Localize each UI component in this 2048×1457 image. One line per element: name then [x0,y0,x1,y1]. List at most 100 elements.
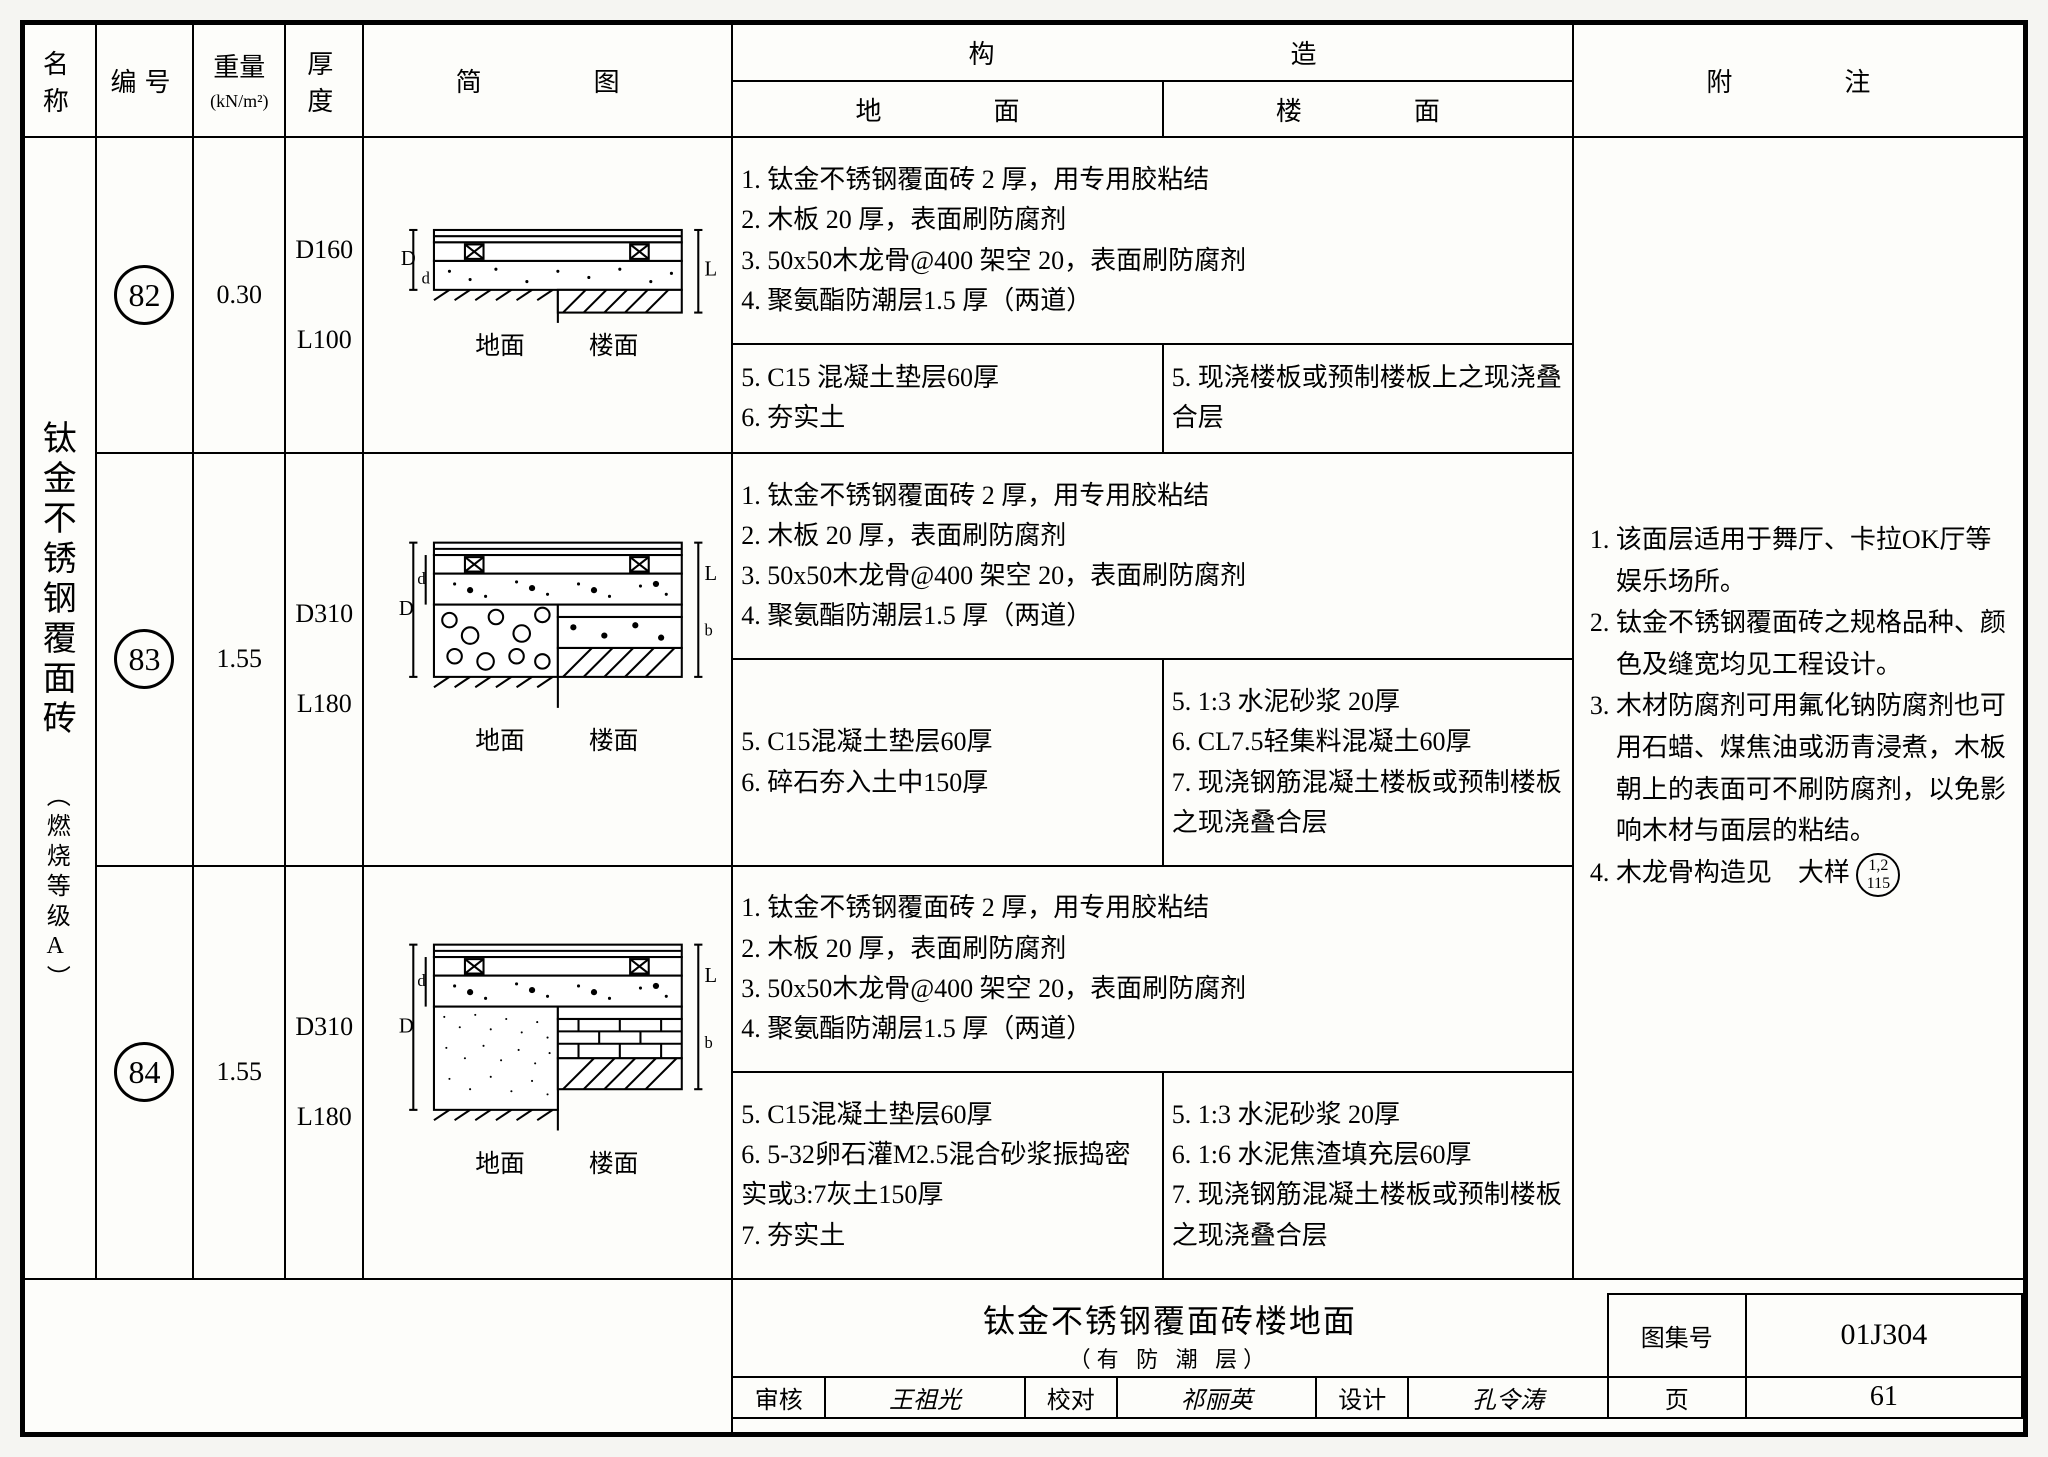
title-block-row: 钛金不锈钢覆面砖楼地面 （有 防 潮 层） 图集号 01J304 审核 王祖光 … [24,1279,2024,1433]
svg-text:d: d [418,569,427,588]
note-ref-bot: 115 [1867,875,1890,892]
hdr-construction: 构 造 [732,24,1573,81]
main-table: 名称 编号 重量 (kN/m²) 厚度 简 图 构 造 附 注 地 面 楼 面 … [23,23,2025,1434]
r84f1: 5. 1:3 水泥砂浆 20厚 [1172,1095,1564,1135]
r84g1: 5. C15混凝土垫层60厚 [741,1095,1154,1135]
r82c3: 3. 50x50木龙骨@400 架空 20，表面刷防腐剂 [741,241,1564,281]
header-row-1: 名称 编号 重量 (kN/m²) 厚度 简 图 构 造 附 注 [24,24,2024,81]
note-2: 钛金不锈钢覆面砖之规格品种、颜色及缝宽均见工程设计。 [1616,602,2015,685]
r83g2: 6. 碎石夯入土中150厚 [741,763,1154,803]
hdr-ground: 地 面 [732,81,1163,138]
lbl-tujihao: 图集号 [1608,1294,1746,1377]
svg-text:b: b [705,1033,713,1052]
row-83-common: 1. 钛金不锈钢覆面砖 2 厚，用专用胶粘结 2. 木板 20 厚，表面刷防腐剂… [732,453,1573,659]
hdr-diagram: 简 图 [363,24,732,137]
hdr-weight-label: 重量 [213,53,265,82]
hdr-name: 名称 [24,24,96,137]
row-83-thk-l: L180 [294,689,354,719]
row-83-thk: D310 L180 [285,453,363,866]
row-83-diagram: D d L b 地面 楼面 [363,453,732,866]
r82c4: 4. 聚氨酯防潮层1.5 厚（两道） [741,281,1564,321]
diagram-82-svg: D d L 地面 楼面 [372,199,723,385]
val-jiaoduei: 祁丽英 [1117,1377,1316,1418]
r83c3: 3. 50x50木龙骨@400 架空 20，表面刷防腐剂 [741,556,1564,596]
note-ref-top: 1,2 [1868,857,1888,874]
dg82-floor-label: 楼面 [589,332,639,360]
hdr-floor: 楼 面 [1163,81,1573,138]
row-83-id: 83 [96,453,193,866]
id-circle-82: 82 [114,265,174,325]
row-82-id: 82 [96,137,193,453]
id-circle-84: 84 [114,1042,174,1102]
r83c4: 4. 聚氨酯防潮层1.5 厚（两道） [741,596,1564,636]
r84c2: 2. 木板 20 厚，表面刷防腐剂 [741,929,1564,969]
notes-cell: 该面层适用于舞厅、卡拉OK厅等娱乐场所。 钛金不锈钢覆面砖之规格品种、颜色及缝宽… [1573,137,2024,1278]
lbl-jiaoduei: 校对 [1025,1377,1117,1418]
row-84-ground: 5. C15混凝土垫层60厚 6. 5-32卵石灌M2.5混合砂浆振捣密实或3:… [732,1072,1163,1278]
row-83-thk-d: D310 [294,599,354,629]
r84c3: 3. 50x50木龙骨@400 架空 20，表面刷防腐剂 [741,969,1564,1009]
diagram-83-svg: D d L b 地面 楼面 [372,522,723,790]
row-84-thk-d: D310 [294,1012,354,1042]
svg-text:L: L [705,562,718,584]
note-4: 木龙骨构造见 大样 1,2 115 [1616,852,2015,897]
svg-text:地面: 地面 [475,727,525,755]
note-4-text: 木龙骨构造见 大样 [1616,858,1850,887]
hdr-notes: 附 注 [1573,24,2024,137]
hdr-weight-unit: (kN/m²) [210,91,268,111]
row-84-floor: 5. 1:3 水泥砂浆 20厚 6. 1:6 水泥焦渣填充层60厚 7. 现浇钢… [1163,1072,1573,1278]
category-title: 钛金不锈钢覆面砖 [37,420,74,740]
val-shenhe: 王祖光 [825,1377,1024,1418]
drawing-subtitle: （有 防 潮 层） [739,1342,1601,1374]
r82f1: 5. 现浇楼板或预制楼板上之现浇叠合层 [1172,358,1564,439]
row-84-weight: 1.55 [193,866,285,1279]
drawing-sheet: 名称 编号 重量 (kN/m²) 厚度 简 图 构 造 附 注 地 面 楼 面 … [20,20,2028,1437]
row-83-weight: 1.55 [193,453,285,866]
r83f2: 6. CL7.5轻集料混凝土60厚 [1172,722,1564,762]
hdr-weight: 重量 (kN/m²) [193,24,285,137]
row-82-thk-d: D160 [294,235,354,265]
row-84-thk: D310 L180 [285,866,363,1279]
r83c2: 2. 木板 20 厚，表面刷防腐剂 [741,516,1564,556]
svg-text:楼面: 楼面 [589,727,639,755]
svg-text:b: b [705,620,713,639]
r84f3: 7. 现浇钢筋混凝土楼板或预制楼板之现浇叠合层 [1172,1175,1564,1256]
lbl-ye: 页 [1608,1377,1746,1418]
r83f1: 5. 1:3 水泥砂浆 20厚 [1172,682,1564,722]
note-ref-icon: 1,2 115 [1856,853,1900,897]
r84c4: 4. 聚氨酯防潮层1.5 厚（两道） [741,1009,1564,1049]
note-3: 木材防腐剂可用氟化钠防腐剂也可用石蜡、煤焦油或沥青浸煮，木板 朝上的表面可不刷防… [1616,685,2015,851]
row-82-weight: 0.30 [193,137,285,453]
val-sheji: 孔令涛 [1408,1377,1607,1418]
r84f2: 6. 1:6 水泥焦渣填充层60厚 [1172,1135,1564,1175]
svg-text:L: L [705,965,718,987]
row-82-thk: D160 L100 [285,137,363,453]
row-83-ground: 5. C15混凝土垫层60厚 6. 碎石夯入土中150厚 [732,659,1163,865]
r82c2: 2. 木板 20 厚，表面刷防腐剂 [741,200,1564,240]
r84c1: 1. 钛金不锈钢覆面砖 2 厚，用专用胶粘结 [741,888,1564,928]
row-82-thk-l: L100 [294,325,354,355]
hdr-id: 编号 [96,24,193,137]
svg-text:d: d [422,268,431,287]
row-82-top: 钛金不锈钢覆面砖 （燃烧等级A） 82 0.30 D160 L100 [24,137,2024,343]
svg-text:楼面: 楼面 [589,1150,639,1178]
row-84-thk-l: L180 [294,1102,354,1132]
row-82-diagram: D d L 地面 楼面 [363,137,732,453]
hdr-thk: 厚度 [285,24,363,137]
row-84-id: 84 [96,866,193,1279]
r82c1: 1. 钛金不锈钢覆面砖 2 厚，用专用胶粘结 [741,160,1564,200]
r83f3: 7. 现浇钢筋混凝土楼板或预制楼板之现浇叠合层 [1172,763,1564,844]
r84g2: 6. 5-32卵石灌M2.5混合砂浆振捣密实或3:7灰土150厚 [741,1135,1154,1216]
drawing-title: 钛金不锈钢覆面砖楼地面 [739,1296,1601,1342]
category-cell: 钛金不锈钢覆面砖 （燃烧等级A） [24,137,96,1278]
lbl-sheji: 设计 [1316,1377,1408,1418]
svg-text:地面: 地面 [475,1150,525,1178]
id-circle-83: 83 [114,629,174,689]
svg-text:D: D [399,598,414,620]
val-ye: 61 [1746,1377,2022,1418]
svg-text:L: L [705,258,718,280]
row-82-common: 1. 钛金不锈钢覆面砖 2 厚，用专用胶粘结 2. 木板 20 厚，表面刷防腐剂… [732,137,1573,343]
row-83-floor: 5. 1:3 水泥砂浆 20厚 6. CL7.5轻集料混凝土60厚 7. 现浇钢… [1163,659,1573,865]
row-82-floor: 5. 现浇楼板或预制楼板上之现浇叠合层 [1163,344,1573,453]
title-block: 钛金不锈钢覆面砖楼地面 （有 防 潮 层） 图集号 01J304 审核 王祖光 … [733,1293,2023,1419]
